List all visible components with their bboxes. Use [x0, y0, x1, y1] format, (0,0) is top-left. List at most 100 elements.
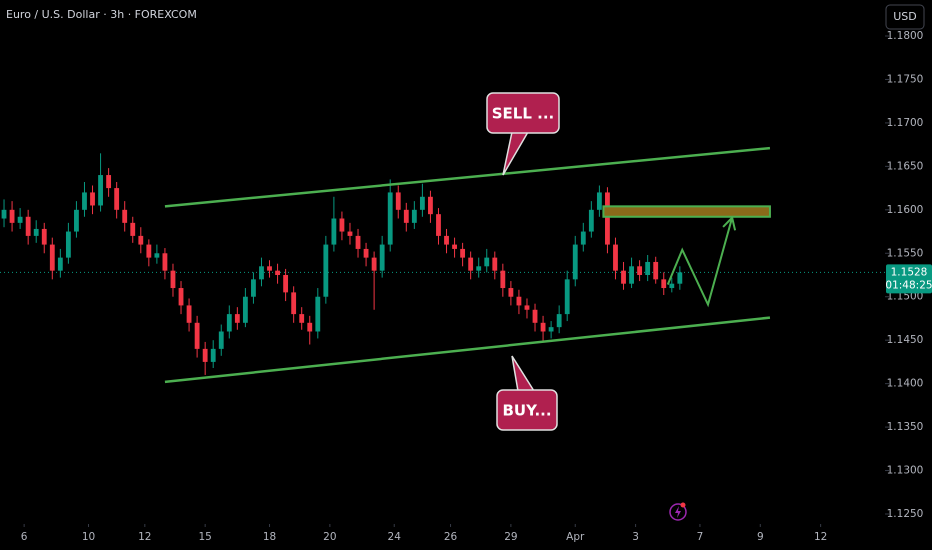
- candle-body: [508, 288, 514, 297]
- candle-body: [452, 244, 457, 249]
- x-tick-label: 12: [138, 531, 151, 543]
- candle-body: [98, 175, 103, 206]
- candle-body: [251, 279, 256, 297]
- candle-body: [178, 288, 184, 306]
- candle-body: [669, 283, 675, 289]
- candle-body: [605, 192, 610, 245]
- candle-body: [419, 196, 425, 210]
- candle-body: [572, 244, 578, 280]
- candle-body: [57, 257, 63, 271]
- candle-body: [395, 192, 401, 210]
- currency-button[interactable]: [885, 4, 925, 30]
- candle-body: [49, 244, 55, 271]
- candle-body: [524, 305, 530, 310]
- candle-body: [637, 266, 643, 275]
- candle-body: [267, 266, 272, 271]
- candle-body: [556, 314, 562, 328]
- candle-body: [138, 235, 144, 245]
- candle-body: [154, 253, 160, 258]
- x-tick-label: 26: [444, 531, 458, 543]
- candle-body: [492, 257, 498, 271]
- candle-body: [283, 275, 289, 293]
- candle-body: [347, 231, 353, 236]
- price-tag-box: [886, 264, 932, 294]
- x-tick-label: 7: [697, 531, 704, 543]
- callout: BUY...: [496, 355, 558, 431]
- x-tick-label: 9: [757, 531, 764, 543]
- candle-body: [1, 209, 7, 219]
- callout-text: SELL ...: [492, 105, 554, 123]
- candle-body: [588, 209, 594, 232]
- candle-body: [516, 296, 522, 306]
- candle-body: [82, 192, 87, 210]
- candle-body: [186, 305, 192, 323]
- candle-body: [428, 196, 433, 215]
- y-tick-label: 1.1250: [887, 508, 924, 520]
- callout-pointer: [502, 131, 529, 176]
- candle-body: [661, 279, 667, 289]
- y-tick-label: 1.1600: [887, 204, 924, 216]
- candle-body: [363, 248, 369, 258]
- candle-body: [677, 272, 683, 284]
- x-tick-label: Apr: [566, 531, 585, 543]
- candle-body: [621, 270, 626, 284]
- candle-body: [25, 216, 31, 236]
- candle-body: [291, 292, 297, 315]
- candle-body: [146, 244, 152, 258]
- candle-body: [532, 309, 538, 323]
- price-tag-label: 1.1528: [891, 266, 928, 278]
- callout-text: BUY...: [502, 402, 551, 420]
- channel-line: [164, 146, 771, 208]
- candle-body: [331, 218, 337, 245]
- candle-body: [106, 175, 112, 189]
- candle-body: [130, 222, 136, 236]
- alert-icon[interactable]: [669, 502, 687, 521]
- x-tick-label: 10: [82, 531, 95, 543]
- candle-body: [653, 261, 659, 280]
- candle-body: [41, 228, 47, 245]
- candle-body: [548, 327, 554, 332]
- candle-body: [436, 214, 441, 236]
- y-tick-label: 1.1400: [887, 378, 924, 390]
- y-tick-label: 1.1650: [887, 160, 924, 172]
- x-tick-label: 24: [388, 531, 402, 543]
- candle-body: [226, 314, 232, 332]
- candle-body: [114, 188, 120, 210]
- y-tick-label: 1.1350: [887, 421, 924, 433]
- candle-body: [234, 314, 240, 323]
- candle-body: [580, 231, 586, 245]
- alert-dot[interactable]: [680, 502, 686, 508]
- y-tick-label: 1.1750: [887, 73, 924, 85]
- candle-body: [411, 209, 417, 223]
- x-tick-label: 3: [632, 531, 639, 543]
- callout-box: [496, 389, 558, 431]
- y-tick-label: 1.1500: [887, 291, 924, 303]
- x-tick-label: 12: [814, 531, 827, 543]
- candle-body: [613, 244, 618, 271]
- candle-body: [468, 257, 474, 271]
- callout-box: [486, 92, 560, 134]
- channel-line: [164, 316, 771, 384]
- candle-body: [596, 192, 602, 210]
- candle-body: [355, 235, 361, 249]
- y-tick-label: 1.1800: [887, 30, 924, 42]
- resistance-zone: [602, 205, 771, 218]
- candle-body: [484, 257, 490, 267]
- candle-body: [17, 216, 23, 223]
- candle-body: [259, 266, 264, 280]
- y-tick-label: 1.1550: [887, 247, 924, 259]
- x-tick-label: 6: [21, 531, 28, 543]
- alert-circle[interactable]: [669, 503, 687, 521]
- y-tick-label: 1.1300: [887, 465, 924, 477]
- callout-pointer: [511, 355, 535, 392]
- candle-body: [540, 322, 546, 332]
- x-tick-label: 29: [504, 531, 517, 543]
- candle-body: [299, 314, 305, 323]
- currency-label[interactable]: USD: [893, 10, 917, 23]
- candle-body: [371, 257, 377, 271]
- candle-body: [194, 322, 200, 349]
- alert-bolt[interactable]: [675, 506, 681, 518]
- x-tick-label: 20: [323, 531, 336, 543]
- projection-arrowhead: [722, 215, 737, 231]
- candle-body: [162, 253, 168, 271]
